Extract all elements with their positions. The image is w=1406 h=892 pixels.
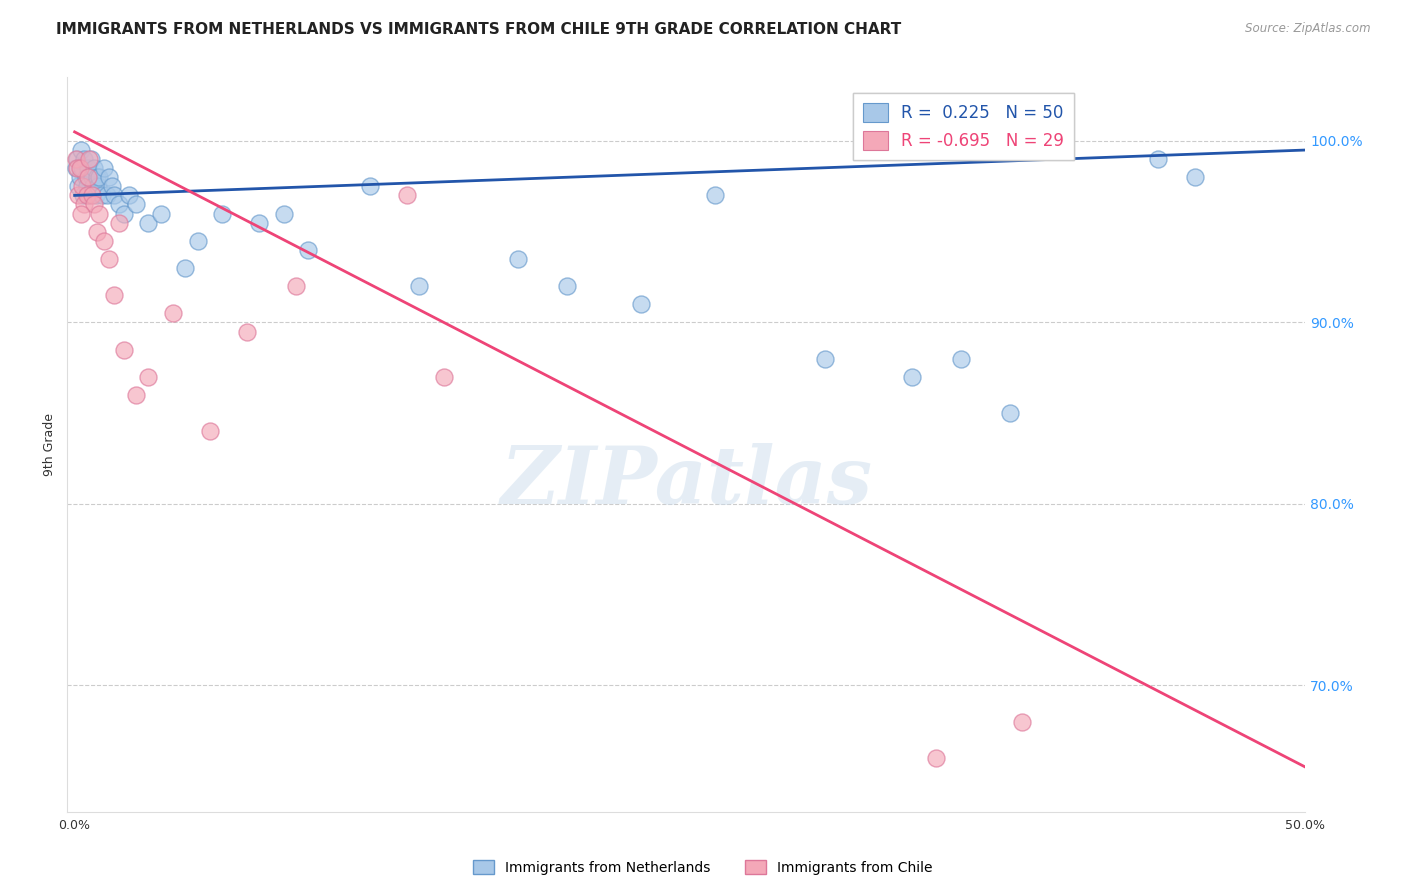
Point [555, 279, 578, 293]
Point [433, 370, 456, 384]
Point [83, 161, 105, 176]
Point [125, 197, 148, 211]
Point [103, 188, 125, 202]
Point [395, 188, 418, 202]
Point [125, 388, 148, 402]
Point [75, 170, 97, 185]
Point [138, 216, 160, 230]
Point [506, 252, 529, 266]
Point [100, 179, 122, 194]
Point [900, 370, 922, 384]
Legend: Immigrants from Netherlands, Immigrants from Chile: Immigrants from Netherlands, Immigrants … [468, 855, 938, 880]
Point [98, 170, 121, 185]
Point [73, 152, 96, 166]
Point [103, 288, 125, 302]
Point [70, 161, 93, 176]
Point [66, 152, 89, 166]
Point [69, 206, 91, 220]
Point [80, 170, 103, 185]
Text: Source: ZipAtlas.com: Source: ZipAtlas.com [1246, 22, 1371, 36]
Point [703, 188, 725, 202]
Point [96, 188, 118, 202]
Point [925, 751, 948, 765]
Point [86, 225, 108, 239]
Point [76, 188, 98, 202]
Text: IMMIGRANTS FROM NETHERLANDS VS IMMIGRANTS FROM CHILE 9TH GRADE CORRELATION CHART: IMMIGRANTS FROM NETHERLANDS VS IMMIGRANT… [56, 22, 901, 37]
Point [118, 188, 141, 202]
Point [285, 279, 308, 293]
Point [69, 143, 91, 157]
Point [98, 252, 121, 266]
Point [79, 188, 101, 202]
Point [174, 260, 197, 275]
Point [630, 297, 652, 311]
Point [998, 406, 1021, 420]
Point [69, 161, 91, 176]
Point [65, 161, 87, 176]
Point [211, 206, 233, 220]
Point [82, 179, 104, 194]
Point [87, 179, 110, 194]
Point [1184, 170, 1206, 185]
Point [408, 279, 430, 293]
Point [79, 152, 101, 166]
Point [73, 197, 96, 211]
Point [359, 179, 381, 194]
Point [187, 234, 209, 248]
Y-axis label: 9th Grade: 9th Grade [44, 414, 56, 476]
Point [89, 206, 111, 220]
Point [67, 179, 90, 194]
Point [198, 425, 221, 439]
Point [90, 188, 112, 202]
Point [149, 206, 172, 220]
Point [67, 188, 90, 202]
Point [83, 197, 105, 211]
Point [112, 206, 135, 220]
Point [949, 351, 972, 366]
Text: ZIPatlas: ZIPatlas [501, 443, 872, 520]
Point [77, 170, 100, 185]
Point [247, 216, 270, 230]
Point [93, 161, 115, 176]
Point [66, 161, 89, 176]
Point [297, 243, 319, 257]
Point [112, 343, 135, 357]
Point [1146, 152, 1168, 166]
Point [162, 306, 184, 320]
Point [79, 152, 101, 166]
Point [70, 179, 93, 194]
Point [89, 170, 111, 185]
Point [80, 188, 103, 202]
Point [138, 370, 160, 384]
Point [72, 188, 94, 202]
Point [108, 197, 131, 211]
Point [76, 179, 98, 194]
Point [1011, 714, 1033, 729]
Point [814, 351, 837, 366]
Legend: R =  0.225   N = 50, R = -0.695   N = 29: R = 0.225 N = 50, R = -0.695 N = 29 [853, 93, 1074, 160]
Point [108, 216, 131, 230]
Point [93, 234, 115, 248]
Point [236, 325, 259, 339]
Point [77, 161, 100, 176]
Point [65, 152, 87, 166]
Point [84, 188, 107, 202]
Point [69, 170, 91, 185]
Point [273, 206, 295, 220]
Point [86, 170, 108, 185]
